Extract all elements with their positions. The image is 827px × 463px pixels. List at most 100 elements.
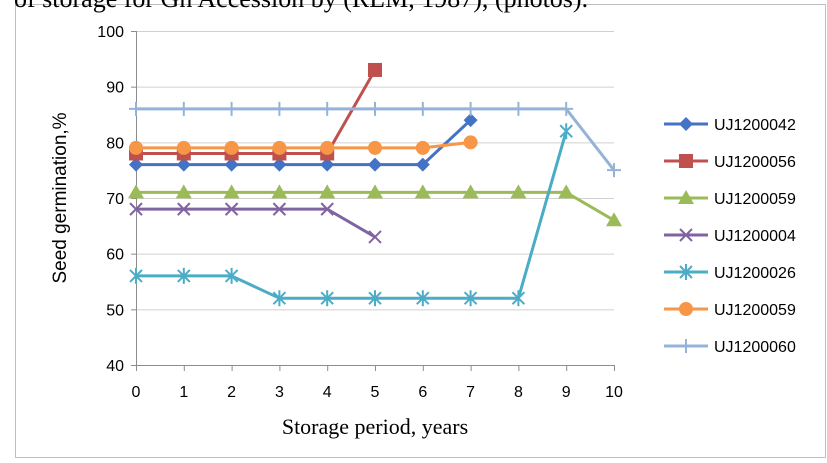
x-tick-label-4: 4 bbox=[323, 384, 332, 401]
legend-swatch-marker-2-shape bbox=[678, 190, 694, 204]
x-tick-label-0: 0 bbox=[132, 384, 141, 401]
data-point-s6-4-shape bbox=[320, 101, 335, 116]
data-point-s4-8-shape bbox=[511, 290, 526, 307]
data-point-s0-1 bbox=[176, 157, 191, 172]
data-point-s5-2 bbox=[224, 140, 239, 155]
y-axis-title: Seed germination,% bbox=[50, 112, 71, 283]
y-tick-label-100: 100 bbox=[97, 24, 124, 41]
legend: UJ1200042 UJ1200056 UJ1200059 UJ1200004 UJ12… bbox=[664, 117, 796, 356]
data-point-s6-10-shape bbox=[607, 163, 621, 178]
data-point-s4-5-shape bbox=[368, 290, 382, 307]
data-point-s6-8-shape bbox=[511, 101, 526, 116]
data-point-s3-1 bbox=[177, 202, 191, 216]
x-tick-label-8: 8 bbox=[514, 384, 523, 401]
legend-swatch-marker-3-shape bbox=[679, 228, 693, 242]
data-point-s2-1-shape bbox=[175, 184, 192, 199]
legend-label-3: UJ1200004 bbox=[714, 228, 796, 245]
data-point-s4-9 bbox=[559, 123, 573, 140]
data-point-s3-2-shape bbox=[224, 202, 239, 216]
data-point-s0-2 bbox=[224, 157, 239, 172]
data-point-s6-9 bbox=[559, 101, 574, 116]
data-point-s2-10 bbox=[606, 212, 622, 227]
data-point-s4-7-shape bbox=[463, 290, 478, 307]
data-point-s6-8 bbox=[511, 101, 526, 116]
data-point-s5-4 bbox=[320, 140, 335, 155]
data-point-s5-6 bbox=[415, 140, 430, 155]
data-point-s6-3-shape bbox=[272, 101, 287, 116]
data-point-s5-6-shape bbox=[415, 140, 430, 155]
legend-label-4: UJ1200026 bbox=[714, 265, 796, 282]
data-point-s5-5 bbox=[368, 140, 382, 155]
data-point-s3-2 bbox=[224, 202, 239, 216]
legend-label-1: UJ1200056 bbox=[714, 154, 796, 171]
legend-swatch-marker-1 bbox=[679, 154, 693, 168]
data-point-s3-5 bbox=[368, 230, 382, 244]
data-point-s0-4-shape bbox=[320, 157, 335, 172]
data-point-s6-4 bbox=[320, 101, 335, 116]
x-tick-label-10: 10 bbox=[605, 384, 623, 401]
legend-item-5: UJ1200059 bbox=[664, 302, 796, 319]
data-point-s6-10 bbox=[607, 163, 621, 178]
data-point-s2-9 bbox=[558, 184, 575, 199]
y-tick-label-50: 50 bbox=[106, 302, 124, 319]
data-point-s0-7 bbox=[463, 113, 478, 128]
legend-swatch-marker-4 bbox=[679, 264, 693, 280]
data-point-s2-8 bbox=[510, 184, 527, 199]
legend-swatch-marker-4-shape bbox=[679, 264, 693, 280]
legend-swatch-marker-6 bbox=[679, 339, 693, 353]
data-point-s6-9-shape bbox=[559, 101, 574, 116]
data-point-s3-5-shape bbox=[368, 230, 382, 244]
y-tick-label-90: 90 bbox=[106, 80, 124, 97]
data-point-s5-0-shape bbox=[129, 140, 143, 155]
data-point-s6-2 bbox=[224, 101, 239, 116]
data-point-s2-6 bbox=[414, 184, 431, 199]
legend-swatch-marker-5 bbox=[679, 302, 693, 316]
data-point-s2-6-shape bbox=[414, 184, 431, 199]
x-tick-label-3: 3 bbox=[275, 384, 284, 401]
data-point-s4-4-shape bbox=[320, 290, 334, 307]
legend-label-6: UJ1200060 bbox=[714, 339, 796, 356]
data-point-s2-2-shape bbox=[223, 184, 240, 199]
data-point-s5-4-shape bbox=[320, 140, 335, 155]
series-line-5 bbox=[136, 140, 471, 150]
data-point-s4-1-shape bbox=[177, 267, 191, 284]
data-point-s0-6-shape bbox=[415, 157, 430, 172]
x-tick-label-1: 1 bbox=[179, 384, 188, 401]
data-point-s4-3 bbox=[272, 290, 287, 307]
data-point-s0-4 bbox=[320, 157, 335, 172]
data-point-s0-3-shape bbox=[272, 157, 287, 172]
legend-swatch-marker-6-shape bbox=[679, 339, 693, 353]
data-point-s2-0 bbox=[128, 184, 144, 199]
data-point-s4-2 bbox=[224, 267, 239, 284]
data-point-s5-7 bbox=[463, 135, 478, 150]
axes: 40 50 60 70 80 90 100 0 1 2 3 4 5 6 7 8 9 10 bbox=[97, 24, 623, 401]
y-tick-label-80: 80 bbox=[106, 135, 124, 152]
data-point-s5-3-shape bbox=[272, 140, 287, 155]
data-point-s4-8 bbox=[511, 290, 526, 307]
x-tick-label-9: 9 bbox=[562, 384, 571, 401]
data-point-s6-1-shape bbox=[176, 101, 191, 116]
legend-item-4: UJ1200026 bbox=[664, 264, 796, 282]
data-point-s6-5 bbox=[368, 101, 382, 116]
legend-item-2: UJ1200059 bbox=[664, 190, 796, 208]
data-point-s2-3-shape bbox=[271, 184, 288, 199]
series-plot-area bbox=[128, 62, 622, 307]
data-point-s6-7-shape bbox=[463, 101, 478, 116]
data-point-s6-1 bbox=[176, 101, 191, 116]
data-point-s2-7-shape bbox=[462, 184, 479, 199]
data-point-s2-10-shape bbox=[606, 212, 622, 227]
data-point-s6-5-shape bbox=[368, 101, 382, 116]
legend-item-3: UJ1200004 bbox=[664, 228, 796, 245]
data-point-s0-5 bbox=[368, 157, 382, 172]
legend-swatch-marker-2 bbox=[678, 190, 694, 204]
data-point-s3-0 bbox=[129, 202, 143, 216]
data-point-s0-5-shape bbox=[368, 157, 382, 172]
data-point-s0-0-shape bbox=[129, 157, 143, 172]
data-point-s1-5 bbox=[368, 62, 382, 77]
x-tick-label-6: 6 bbox=[418, 384, 427, 401]
data-point-s2-5 bbox=[367, 184, 383, 199]
x-tick-label-2: 2 bbox=[227, 384, 236, 401]
data-point-s4-0 bbox=[129, 267, 143, 284]
